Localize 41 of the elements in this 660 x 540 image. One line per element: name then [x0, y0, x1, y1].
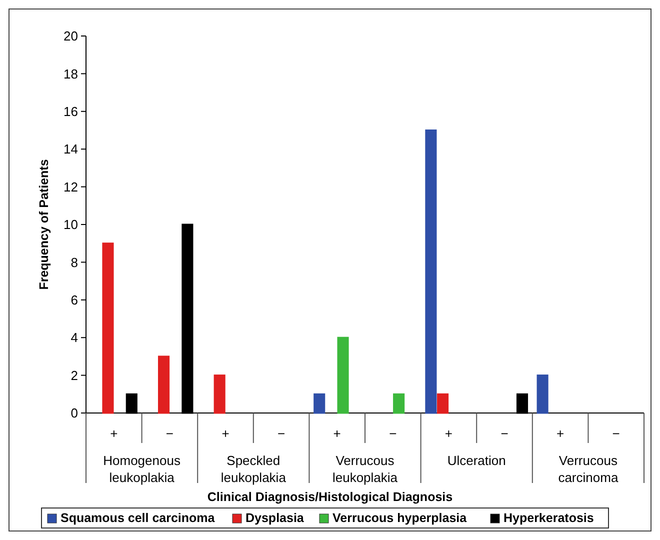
y-tick-label: 12	[64, 179, 78, 194]
x-tick-label: +	[444, 426, 452, 441]
x-tick-label: −	[166, 426, 174, 441]
text: Verrucous carcinoma	[558, 453, 619, 485]
text: Ulceration	[447, 453, 506, 468]
y-tick-label: 6	[70, 292, 78, 308]
legend-label: Dysplasia	[246, 511, 305, 525]
x-tick-label: +	[222, 426, 230, 441]
bar	[102, 242, 114, 414]
x-axis-title: Clinical Diagnosis/Histological Diagnosis	[207, 490, 453, 504]
bar	[214, 374, 226, 414]
y-tick-label: 0	[70, 406, 78, 421]
x-tick-label: −	[278, 426, 286, 441]
bar	[425, 130, 437, 414]
x-tick-label: −	[612, 426, 620, 441]
y-tick-label: 10	[64, 217, 78, 232]
x-tick-label: −	[500, 426, 508, 441]
bar	[536, 374, 548, 414]
bar	[437, 393, 449, 414]
legend-label: Squamous cell carcinoma	[60, 511, 216, 525]
x-tick-label: +	[556, 426, 564, 441]
y-tick-label: 4	[70, 330, 78, 346]
text: Homogenous leukoplakia	[103, 453, 181, 485]
y-tick-label: 16	[64, 104, 78, 119]
y-tick-label: 14	[64, 142, 78, 157]
y-axis-title: Frequency of Patients	[37, 159, 51, 290]
x-tick-label: −	[389, 426, 397, 441]
bar	[158, 356, 170, 414]
legend-label: Hyperkeratosis	[504, 511, 594, 525]
x-tick-label: +	[333, 426, 341, 441]
text: Speckled leukoplakia	[220, 453, 287, 485]
bar	[393, 393, 405, 414]
bar	[337, 336, 349, 414]
legend-label: Verrucous hyperplasia	[332, 511, 468, 525]
y-tick-label: 8	[70, 254, 78, 270]
x-tick-label: +	[110, 426, 118, 441]
y-tick-label: 2	[70, 368, 78, 383]
text: Verrucous leukoplakia	[332, 453, 398, 485]
y-tick-label: 20	[64, 28, 78, 44]
y-tick-label: 18	[64, 66, 78, 82]
bar	[314, 393, 326, 414]
